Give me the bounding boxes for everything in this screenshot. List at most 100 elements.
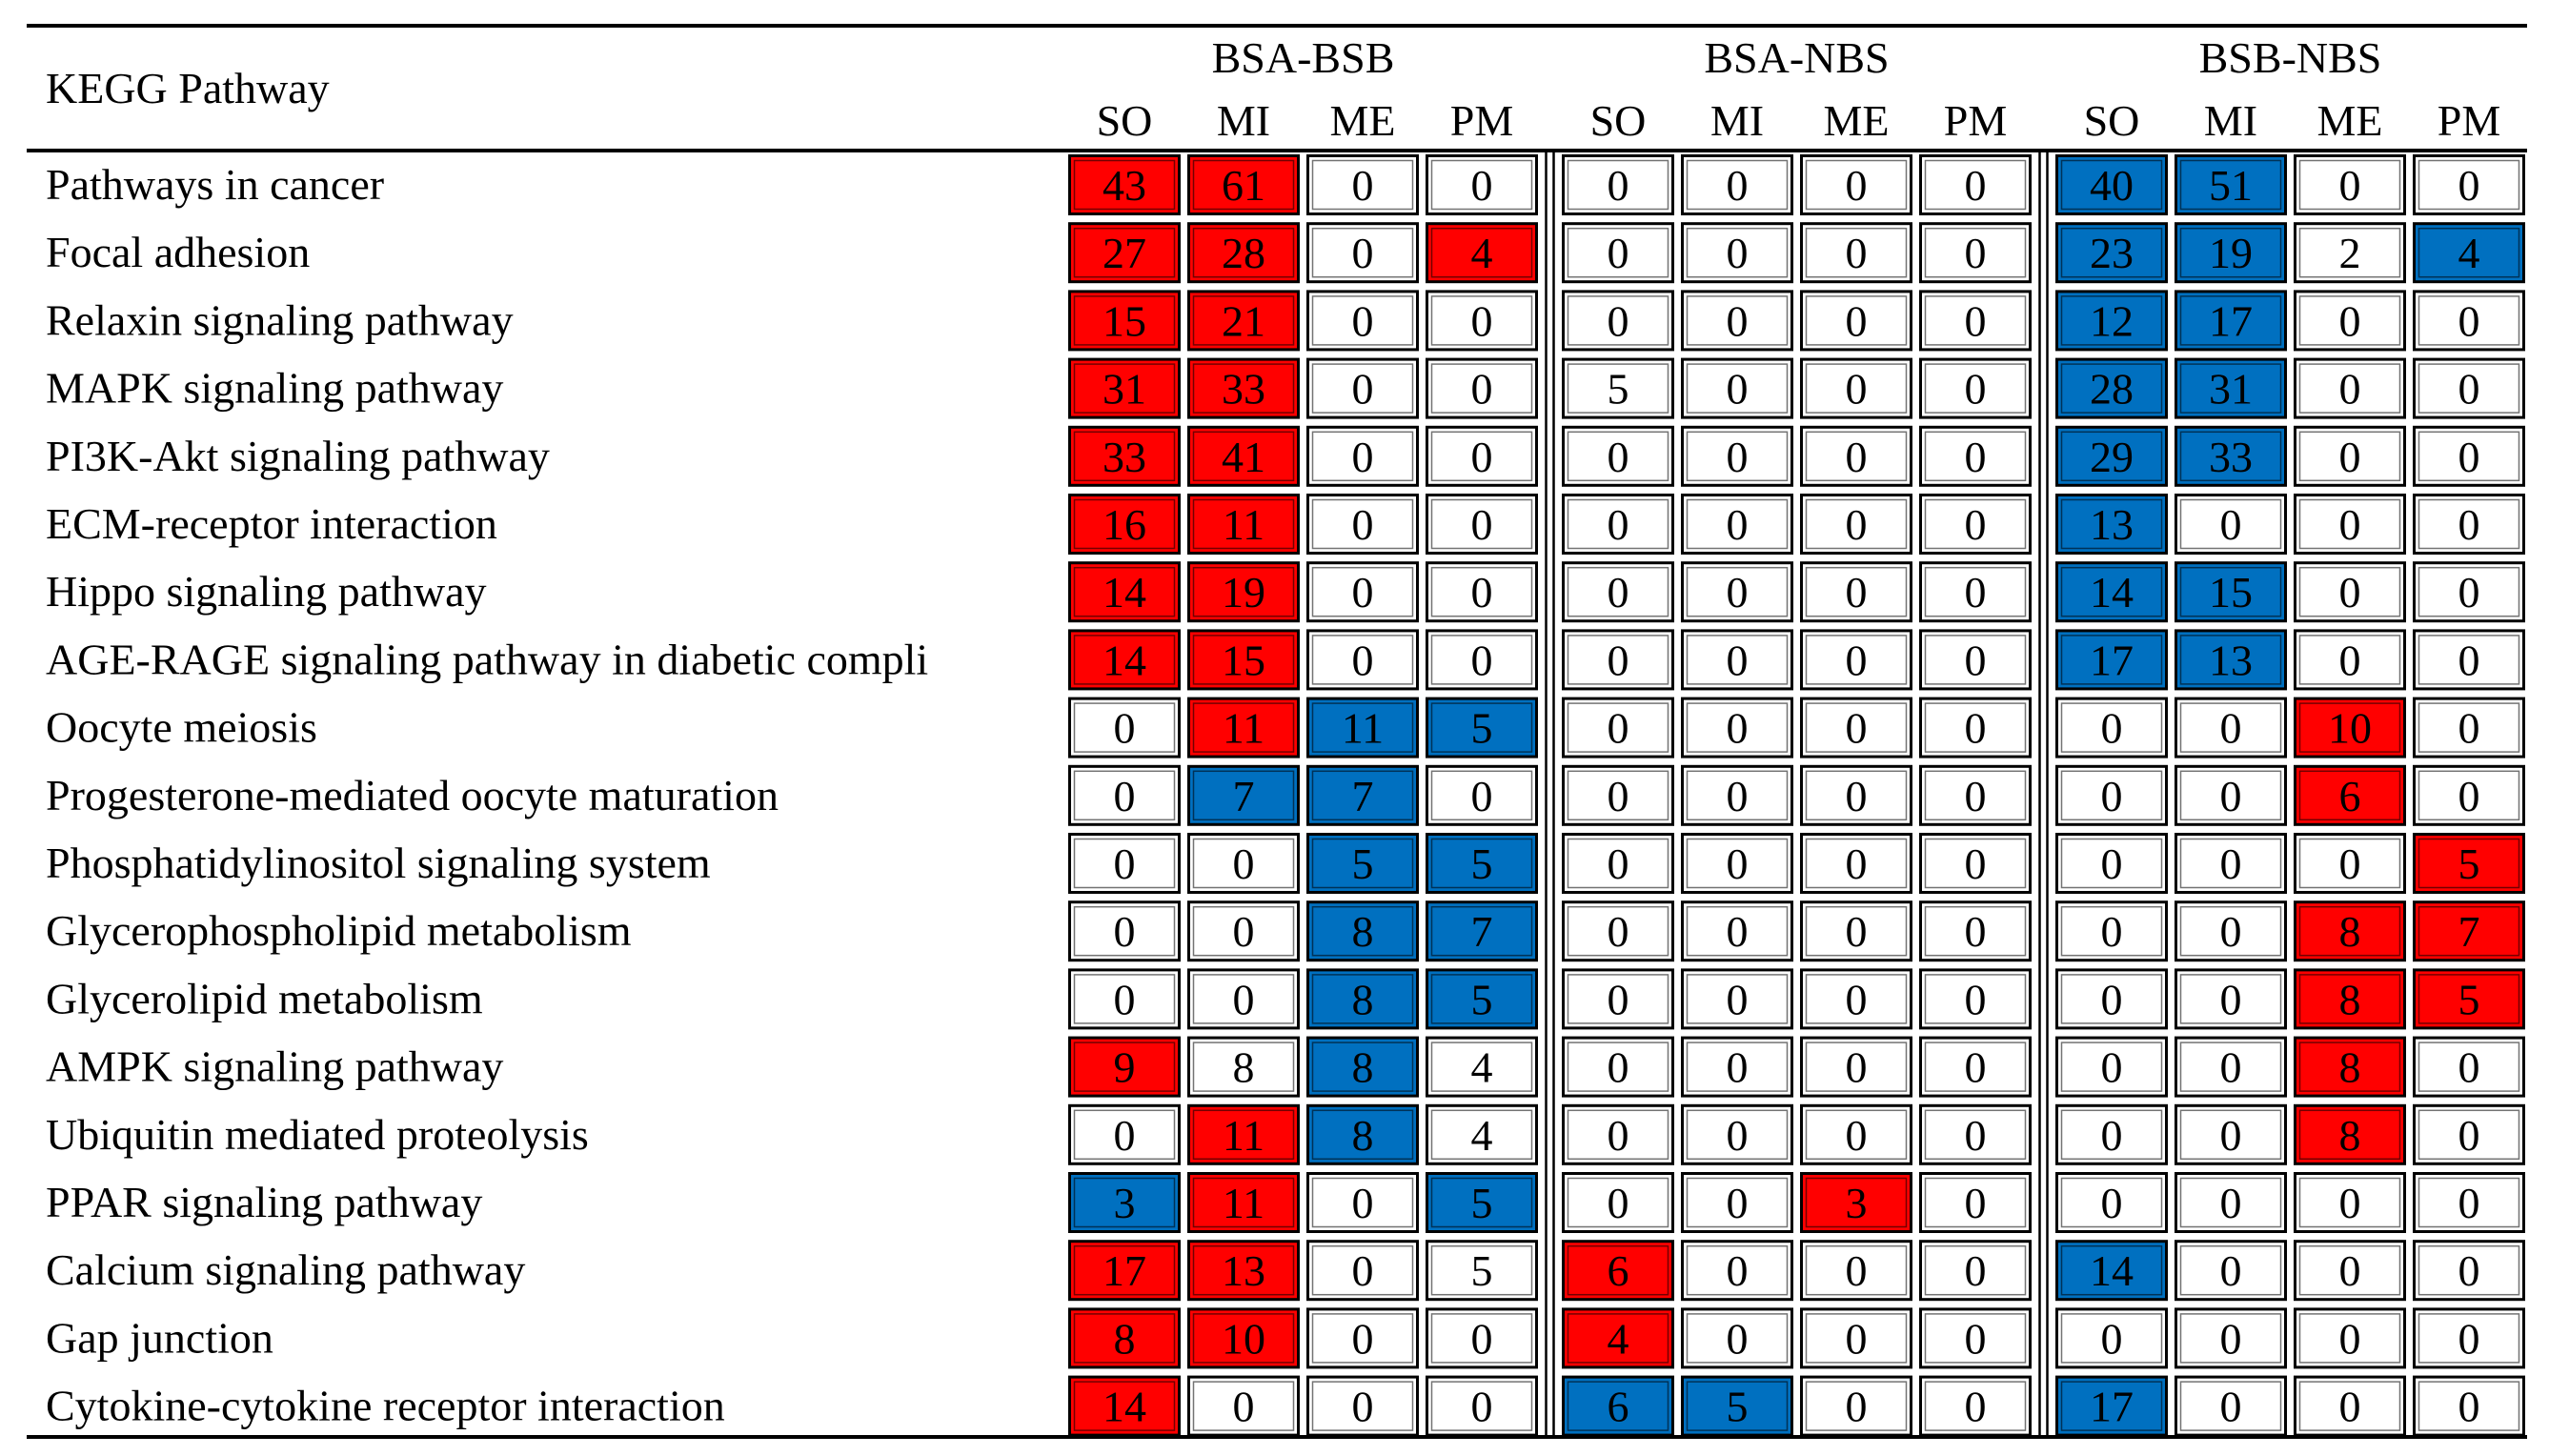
cell-value: 0 bbox=[1352, 433, 1374, 481]
cell-value: 0 bbox=[1471, 433, 1493, 481]
heatmap-cell-inner-border bbox=[1311, 838, 1414, 889]
cell-value: 5 bbox=[2458, 839, 2480, 888]
heatmap-cell-inner-border bbox=[2179, 566, 2282, 617]
cell-value: 15 bbox=[1103, 296, 1146, 345]
heatmap-cell bbox=[1919, 222, 2032, 284]
cell-value: 0 bbox=[2339, 568, 2361, 617]
heatmap-cell bbox=[2175, 697, 2287, 758]
heatmap-cell bbox=[1800, 1103, 1912, 1165]
cell-value: 0 bbox=[2458, 568, 2480, 617]
column-header: MI bbox=[1217, 96, 1270, 145]
cell-value: 0 bbox=[1846, 1383, 1868, 1431]
cell-value: 0 bbox=[2220, 1314, 2242, 1363]
heatmap-cell-inner-border bbox=[1073, 1177, 1176, 1228]
heatmap-cell bbox=[1426, 900, 1538, 962]
cell-value: 0 bbox=[1352, 229, 1374, 277]
column-header: ME bbox=[2317, 96, 2383, 145]
heatmap-cell bbox=[1187, 697, 1300, 758]
heatmap-cell-inner-border bbox=[1567, 1041, 1669, 1092]
heatmap-cell-inner-border bbox=[1073, 974, 1176, 1024]
cell-value: 0 bbox=[1608, 568, 1629, 617]
heatmap-cell bbox=[1426, 1103, 1538, 1165]
heatmap-cell-inner-border bbox=[1311, 1313, 1414, 1364]
heatmap-cell-inner-border bbox=[1686, 702, 1789, 753]
heatmap-cell-inner-border bbox=[1567, 838, 1669, 889]
heatmap-cell bbox=[1426, 833, 1538, 894]
heatmap-cell-inner-border bbox=[1311, 1109, 1414, 1161]
heatmap-cell-inner-border bbox=[2418, 1177, 2520, 1228]
cell-value: 3 bbox=[1114, 1179, 1136, 1227]
heatmap-cell bbox=[2055, 1375, 2168, 1437]
heatmap-cell-inner-border bbox=[2060, 431, 2163, 482]
heatmap-cell bbox=[1562, 1307, 1674, 1369]
heatmap-cell bbox=[2294, 425, 2406, 487]
heatmap-cell-inner-border bbox=[1567, 227, 1669, 278]
heatmap-cell-inner-border bbox=[2060, 905, 2163, 957]
heatmap-cell bbox=[1187, 290, 1300, 352]
cell-value: 0 bbox=[2458, 1043, 2480, 1092]
heatmap-cell bbox=[1800, 900, 1912, 962]
heatmap-cell-inner-border bbox=[1073, 1041, 1176, 1092]
heatmap-cell bbox=[2175, 968, 2287, 1030]
heatmap-cell bbox=[1800, 154, 1912, 215]
cell-value: 0 bbox=[1233, 839, 1255, 888]
cell-value: 0 bbox=[1846, 636, 1868, 684]
heatmap-cell bbox=[1800, 561, 1912, 623]
heatmap-cell bbox=[1068, 833, 1181, 894]
heatmap-cell bbox=[2055, 154, 2168, 215]
heatmap-cell-inner-border bbox=[2418, 431, 2520, 482]
heatmap-cell bbox=[2413, 968, 2525, 1030]
heatmap-cell-inner-border bbox=[1073, 1381, 1176, 1431]
heatmap-cell bbox=[1426, 494, 1538, 555]
heatmap-cell-inner-border bbox=[2179, 905, 2282, 957]
heatmap-cell-inner-border bbox=[1686, 838, 1789, 889]
cell-value: 0 bbox=[1608, 161, 1629, 210]
cell-value: 0 bbox=[1846, 1246, 1868, 1295]
heatmap-cell-inner-border bbox=[2298, 498, 2401, 550]
cell-value: 4 bbox=[1471, 1043, 1493, 1092]
heatmap-cell-inner-border bbox=[1686, 363, 1789, 414]
cell-value: 5 bbox=[1471, 1179, 1493, 1227]
heatmap-cell-inner-border bbox=[1924, 702, 2027, 753]
heatmap-cell-inner-border bbox=[1805, 227, 1908, 278]
heatmap-cell bbox=[1187, 968, 1300, 1030]
heatmap-cell-inner-border bbox=[1073, 702, 1176, 753]
heatmap-cell bbox=[1426, 1036, 1538, 1098]
cell-value: 11 bbox=[1342, 704, 1384, 753]
cell-value: 0 bbox=[1608, 433, 1629, 481]
heatmap-cell bbox=[1919, 629, 2032, 691]
heatmap-cell-inner-border bbox=[2298, 974, 2401, 1024]
heatmap-cell-inner-border bbox=[1430, 1381, 1533, 1431]
cell-value: 0 bbox=[1352, 296, 1374, 345]
heatmap-cell bbox=[2055, 1307, 2168, 1369]
heatmap-cell bbox=[2294, 357, 2406, 419]
row-label: AGE-RAGE signaling pathway in diabetic c… bbox=[46, 635, 928, 683]
heatmap-cell bbox=[2175, 833, 2287, 894]
heatmap-cell-inner-border bbox=[1073, 838, 1176, 889]
heatmap-cell-inner-border bbox=[1805, 431, 1908, 482]
column-header: ME bbox=[1824, 96, 1890, 145]
heatmap-cell-inner-border bbox=[2418, 363, 2520, 414]
group-header: BSB-NBS bbox=[2199, 33, 2382, 82]
heatmap-cell-inner-border bbox=[1924, 295, 2027, 346]
heatmap-cell bbox=[2294, 833, 2406, 894]
cell-value: 8 bbox=[2339, 1043, 2361, 1092]
heatmap-cell-inner-border bbox=[1686, 159, 1789, 211]
heatmap-cell bbox=[1426, 697, 1538, 758]
heatmap-cell-inner-border bbox=[2179, 431, 2282, 482]
cell-value: 0 bbox=[1352, 161, 1374, 210]
cell-value: 0 bbox=[1352, 1314, 1374, 1363]
cell-value: 8 bbox=[1352, 1111, 1374, 1160]
heatmap-cell bbox=[1919, 1375, 2032, 1437]
cell-value: 12 bbox=[2090, 296, 2134, 345]
heatmap-cell-inner-border bbox=[1311, 770, 1414, 821]
group-header: BSA-NBS bbox=[1704, 33, 1889, 82]
cell-value: 0 bbox=[1846, 907, 1868, 956]
cell-value: 0 bbox=[1233, 975, 1255, 1023]
cell-value: 0 bbox=[1608, 229, 1629, 277]
cell-value: 0 bbox=[1727, 1111, 1749, 1160]
heatmap-cell-inner-border bbox=[1430, 838, 1533, 889]
heatmap-cell bbox=[2175, 764, 2287, 826]
cell-value: 0 bbox=[1608, 1043, 1629, 1092]
cell-value: 0 bbox=[2220, 772, 2242, 820]
